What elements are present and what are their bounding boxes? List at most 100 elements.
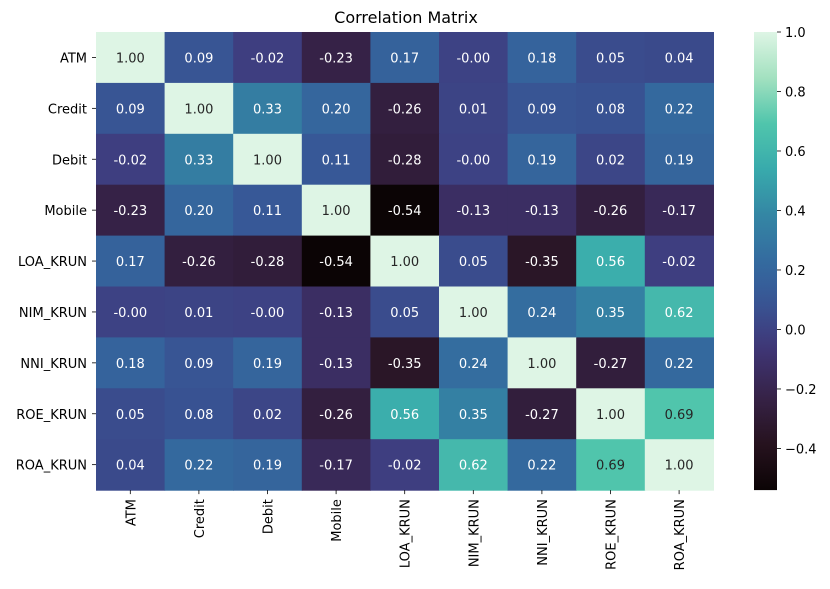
heatmap-cell: [164, 337, 234, 389]
heatmap-cell-value: 0.11: [322, 153, 351, 168]
heatmap-cell: [233, 439, 303, 491]
heatmap-cell-value: 0.35: [459, 408, 488, 423]
heatmap-cell: [164, 32, 234, 84]
heatmap-cell: [507, 235, 577, 288]
heatmap-cell-value: -0.02: [388, 459, 422, 474]
heatmap-cell-value: 0.11: [253, 204, 282, 219]
colorbar-tick-label: 0.0: [785, 323, 806, 338]
heatmap-cell-value: 1.00: [253, 153, 282, 168]
colorbar-tick-label: 0.2: [785, 264, 806, 279]
y-tick-label: Credit: [48, 102, 87, 117]
heatmap-cell: [233, 286, 303, 338]
heatmap-cell: [301, 82, 371, 135]
heatmap-cell: [96, 82, 166, 135]
heatmap-cell: [96, 337, 166, 389]
heatmap-cell: [96, 439, 166, 491]
x-tick-label: ROE_KRUN: [605, 499, 620, 570]
colorbar: 1.0 0.8 0.6 0.4 0.2 0.0 −0.2 −0.4: [754, 26, 817, 491]
heatmap-cell: [439, 82, 509, 135]
heatmap-cell: [370, 32, 440, 84]
heatmap-cell-value: -0.00: [456, 153, 490, 168]
heatmap-cell-value: 1.00: [390, 255, 419, 270]
heatmap-cell-value: -0.27: [594, 357, 628, 372]
heatmap-cell-value: 0.19: [253, 459, 282, 474]
heatmap-cell: [644, 439, 714, 491]
heatmap-cell-value: 0.19: [665, 153, 694, 168]
x-tick-label: Debit: [262, 499, 277, 534]
heatmap-cell-value: 1.00: [459, 306, 488, 321]
heatmap-cell: [576, 184, 646, 237]
heatmap-cell: [164, 235, 234, 288]
heatmap-cell: [439, 133, 509, 186]
x-tick-labels: ATM Credit Debit Mobile LOA_KRUN NIM_KRUN NNI_…: [124, 490, 688, 570]
heatmap-cells: 1.00 0.09 -0.02 -0.23 0.17 -0.00 0.18 0.05 0.04 0…: [96, 32, 714, 491]
heatmap-cell: [164, 439, 234, 491]
heatmap-cell: [507, 133, 577, 186]
heatmap-cell: [96, 133, 166, 186]
heatmap-cell: [301, 32, 371, 84]
heatmap-cell: [439, 286, 509, 338]
heatmap-cell-value: 0.56: [596, 255, 625, 270]
heatmap-cell: [96, 235, 166, 288]
heatmap-cell-value: 0.05: [390, 306, 419, 321]
heatmap-cell-value: 0.19: [527, 153, 556, 168]
heatmap-cell-value: -0.17: [662, 204, 696, 219]
heatmap-cell-value: 0.01: [184, 306, 213, 321]
heatmap-cell-value: -0.28: [388, 153, 422, 168]
heatmap-cell-value: 1.00: [665, 459, 694, 474]
heatmap-cell: [439, 388, 509, 440]
heatmap-cell-value: 0.17: [116, 255, 145, 270]
heatmap-cell: [439, 235, 509, 288]
heatmap-cell: [370, 184, 440, 237]
x-tick-label: LOA_KRUN: [399, 499, 414, 568]
heatmap-cell-value: 0.09: [184, 357, 213, 372]
heatmap-cell: [164, 286, 234, 338]
heatmap-cell-value: -0.23: [319, 51, 353, 66]
heatmap-cell-value: 0.35: [596, 306, 625, 321]
heatmap-cell: [644, 388, 714, 440]
heatmap-cell: [96, 32, 166, 84]
colorbar-tick-label: 1.0: [785, 26, 806, 41]
heatmap-cell: [164, 184, 234, 237]
heatmap-cell: [644, 286, 714, 338]
y-tick-label: Debit: [52, 153, 87, 168]
heatmap-cell-value: 0.05: [596, 51, 625, 66]
y-tick-labels: ATM Credit Debit Mobile LOA_KRUN NIM_KRUN NNI_…: [16, 51, 96, 474]
heatmap-cell-value: 0.08: [596, 102, 625, 117]
heatmap-cell-value: 0.02: [596, 153, 625, 168]
heatmap-cell-value: -0.28: [251, 255, 285, 270]
heatmap-cell-value: 0.69: [665, 408, 694, 423]
heatmap-cell-value: -0.13: [525, 204, 559, 219]
heatmap-cell-value: 0.08: [184, 408, 213, 423]
heatmap-cell: [370, 82, 440, 135]
heatmap-cell: [576, 286, 646, 338]
heatmap-cell-value: 0.20: [184, 204, 213, 219]
colorbar-tick-label: 0.8: [785, 85, 806, 100]
heatmap-cell-value: -0.02: [251, 51, 285, 66]
heatmap-cell: [644, 133, 714, 186]
x-tick-label: Credit: [193, 499, 208, 538]
heatmap-cell-value: 0.22: [665, 357, 694, 372]
heatmap-cell-value: 0.22: [184, 459, 213, 474]
heatmap-cell-value: 1.00: [527, 357, 556, 372]
heatmap-cell: [439, 184, 509, 237]
heatmap-cell: [644, 337, 714, 389]
heatmap-cell: [576, 388, 646, 440]
heatmap-cell-value: 0.09: [116, 102, 145, 117]
heatmap-cell: [233, 337, 303, 389]
heatmap-cell: [507, 82, 577, 135]
heatmap-cell-value: 0.24: [527, 306, 556, 321]
heatmap-cell-value: 0.18: [527, 51, 556, 66]
heatmap-cell: [507, 439, 577, 491]
heatmap-cell: [644, 82, 714, 135]
heatmap-cell: [301, 235, 371, 288]
heatmap-cell-value: 0.22: [665, 102, 694, 117]
heatmap-cell: [576, 337, 646, 389]
heatmap-cell-value: -0.02: [662, 255, 696, 270]
heatmap-cell: [370, 286, 440, 338]
heatmap-cell-value: -0.35: [525, 255, 559, 270]
heatmap-cell-value: 0.17: [390, 51, 419, 66]
heatmap-cell-value: -0.26: [388, 102, 422, 117]
heatmap-cell: [576, 82, 646, 135]
